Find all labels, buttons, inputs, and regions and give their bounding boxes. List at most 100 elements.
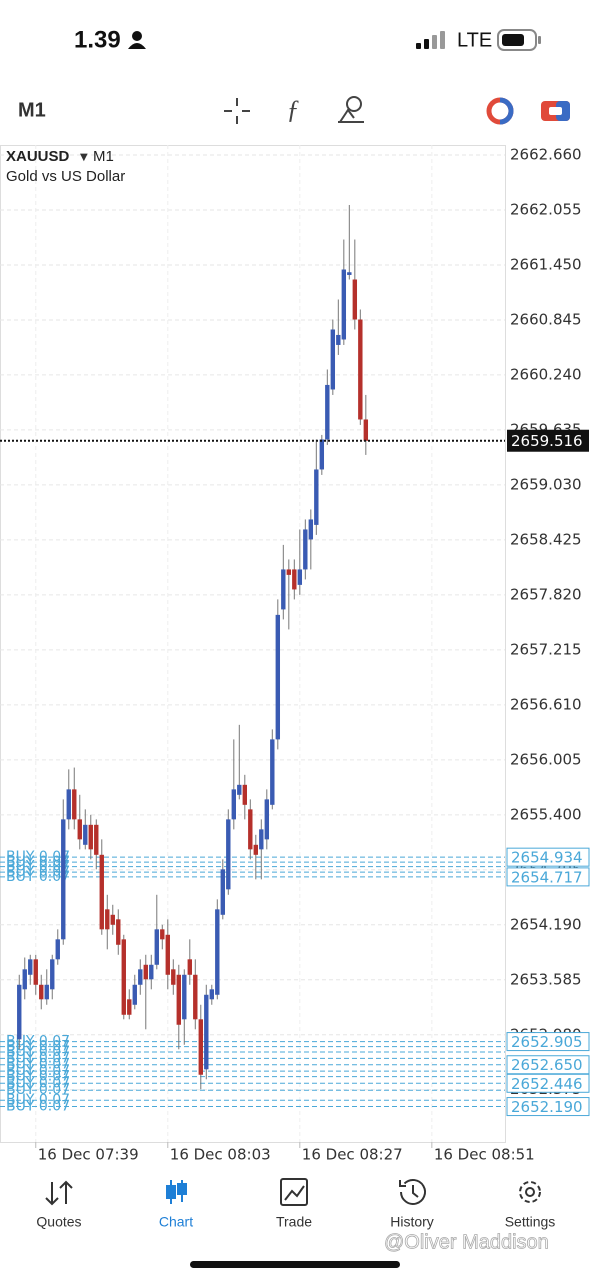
y-tick-label: 2662.660: [510, 145, 582, 163]
candle-body: [319, 439, 325, 470]
candle-body: [253, 844, 259, 855]
candle-body: [61, 819, 66, 940]
candle-body: [314, 469, 319, 525]
candle-body: [182, 974, 187, 1020]
candle-body: [363, 419, 369, 441]
person-icon: [128, 31, 146, 49]
tab-label[interactable]: History: [390, 1214, 434, 1230]
order-label: BUY 0.07: [6, 854, 70, 870]
price-tag-label: 2652.650: [511, 1056, 583, 1074]
candle-body: [50, 959, 55, 990]
price-tag: [506, 1055, 590, 1075]
candle-body: [39, 984, 44, 1000]
candle-body: [286, 569, 292, 575]
timeframe-button[interactable]: M1: [18, 99, 46, 121]
watermark: @Oliver Maddison: [384, 1231, 549, 1253]
tab-label[interactable]: Quotes: [36, 1214, 81, 1230]
candle-body: [352, 279, 358, 320]
indicators-button[interactable]: ƒ: [287, 95, 300, 124]
price-tag: [506, 1073, 590, 1093]
candle-body: [226, 819, 231, 890]
candle-body: [121, 939, 126, 1015]
candle-body: [204, 994, 209, 1070]
candle-body: [325, 384, 330, 440]
crosshair-button[interactable]: [224, 98, 250, 124]
candle-body: [132, 984, 137, 1005]
candle-body: [110, 914, 115, 925]
price-tag-label: 2654.934: [511, 849, 583, 867]
y-tick-label: 2658.425: [510, 530, 582, 548]
tab-label[interactable]: Chart: [159, 1214, 193, 1230]
candle-body: [44, 984, 49, 1000]
home-indicator: [190, 1261, 400, 1268]
quotes-icon: [45, 1180, 73, 1206]
symbol-dropdown[interactable]: ▼: [80, 152, 88, 163]
candle-body: [347, 272, 352, 275]
order-label: BUY 0.07: [6, 1092, 70, 1108]
trade-toggle-button[interactable]: [486, 97, 514, 125]
y-tick-label: 2660.240: [510, 365, 582, 383]
candle-body: [160, 929, 165, 940]
candle-body: [77, 819, 82, 840]
order-label: BUY 0.07: [6, 1057, 70, 1073]
candle-body: [198, 1019, 203, 1075]
y-tick-label: 2659.030: [510, 475, 582, 493]
candle-body: [127, 999, 132, 1015]
tab-label[interactable]: Trade: [276, 1214, 312, 1230]
candle-body: [303, 529, 308, 570]
current-price-label: 2659.516: [511, 432, 583, 450]
signal-icon: [416, 31, 445, 49]
chart-icon: [166, 1180, 187, 1204]
candle-body: [55, 939, 60, 960]
candle-body: [171, 969, 176, 985]
candle-body: [138, 969, 143, 985]
y-tick-label: 2661.450: [510, 255, 582, 273]
order-label: BUY 0.07: [6, 869, 70, 885]
candle-body: [94, 824, 99, 855]
candle-body: [193, 974, 198, 1020]
y-tick-label: 2656.005: [510, 750, 582, 768]
objects-button[interactable]: [338, 96, 364, 123]
y-tick-label: 2655.400: [510, 805, 582, 823]
chart-frame: [0, 145, 506, 1143]
candle-body: [220, 869, 225, 915]
candle-body: [259, 829, 264, 850]
candle-body: [297, 569, 303, 585]
candle-body: [215, 909, 220, 995]
order-label: BUY 0.07: [6, 1069, 70, 1085]
y-tick-label: 2662.055: [510, 200, 582, 218]
candle-body: [308, 519, 314, 540]
candle-body: [281, 569, 286, 610]
candle-body: [154, 929, 159, 965]
candle-body: [341, 269, 347, 340]
candle-body: [231, 789, 236, 820]
tab-label[interactable]: Settings: [505, 1214, 556, 1230]
candle-body: [116, 919, 121, 945]
symbol[interactable]: XAUUSD: [6, 148, 70, 165]
order-label: BUY 0.07: [6, 864, 70, 880]
price-tag-label: 2652.905: [511, 1033, 583, 1051]
y-tick-label: 2653.585: [510, 970, 582, 988]
settings-icon: [519, 1181, 541, 1203]
price-tag-label: 2652.446: [511, 1075, 583, 1093]
battery-icon: [497, 29, 541, 51]
price-tag: [506, 847, 590, 867]
candle-body: [275, 614, 281, 740]
status-time: 1.39: [74, 26, 121, 53]
order-label: BUY 0.07: [6, 1082, 70, 1098]
candle-body: [143, 964, 148, 980]
candle-body: [17, 984, 22, 1040]
candle-body: [330, 329, 336, 390]
candle-body: [264, 799, 270, 840]
candle-body: [336, 334, 341, 345]
candle-body: [33, 959, 38, 985]
x-tick-label: 16 Dec 08:51: [434, 1146, 535, 1164]
one-click-button[interactable]: [541, 101, 570, 121]
candle-body: [242, 784, 247, 805]
order-label: BUY 0.07: [6, 1050, 70, 1066]
current-price-tag: [507, 429, 589, 452]
order-label: BUY 0.07: [6, 1063, 70, 1079]
candle-body: [270, 739, 275, 805]
